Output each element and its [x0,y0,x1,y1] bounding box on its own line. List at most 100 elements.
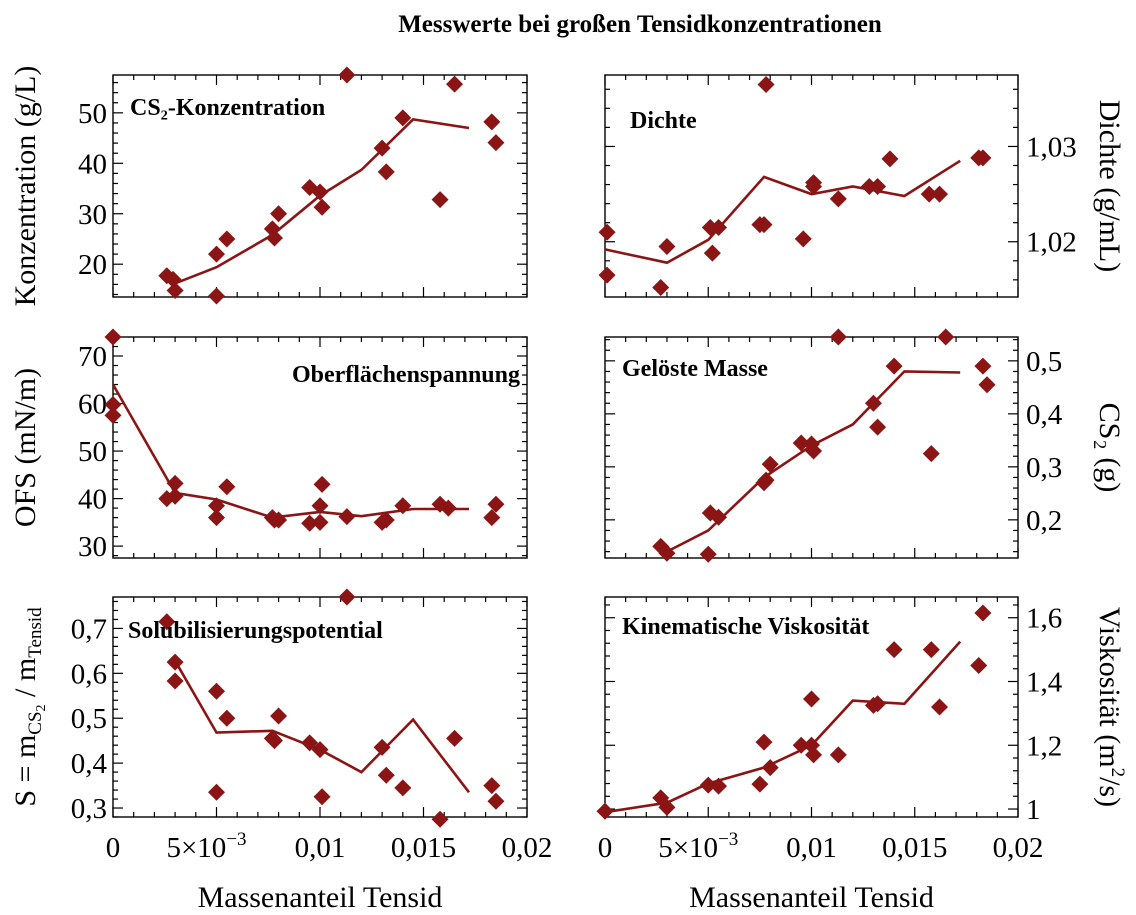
data-point [311,183,329,201]
x-tick-label: 0,01 [295,832,346,864]
data-point [803,690,820,708]
y-tick-label: 0,4 [1026,399,1063,431]
data-point [218,230,236,248]
y-tick-label: 1 [1026,794,1041,826]
data-point [301,514,319,532]
data-point [311,741,329,759]
data-point [805,442,823,460]
y-axis-label: OFS (mN/m) [9,368,42,527]
data-point [885,641,903,659]
x-tick-label: 0,02 [502,832,553,864]
chart-panel-bottom-right: 1 1,2 1,4 1,6 0 5×10−3 0,01 0,015 0,02 Massenante… [596,596,1128,914]
y-tick-label: 20 [78,249,107,281]
panel-title: Oberflächenspannung [292,362,520,388]
y-axis-label: Dichte (g/mL) [1093,100,1126,272]
data-point [757,76,775,94]
data-point [270,205,288,223]
data-point [699,776,717,794]
fit-line [604,159,961,265]
data-point [483,777,501,795]
chart-panel-bottom-left: 0,3 0,4 0,5 0,6 0,7 0 5×10−3 0,01 0,015 0,02 Masse… [9,588,553,914]
data-point [792,434,810,452]
data-point [829,328,847,346]
data-point [446,75,464,93]
y-tick-label: 40 [78,484,107,516]
data-point [208,783,225,801]
data-point [869,418,887,436]
data-point [761,759,779,777]
data-point [881,150,899,168]
data-point [658,798,676,816]
data-point [208,287,225,305]
data-point [710,508,728,526]
data-point [377,766,395,784]
data-point [166,474,184,492]
data-point [869,177,887,195]
data-point [208,509,225,527]
y-tick-label: 60 [78,389,107,421]
fit-line [173,660,471,794]
data-point [922,641,940,659]
data-point [166,672,184,690]
y-tick-label: 0,5 [1026,346,1062,378]
data-point [301,734,319,752]
data-point [164,270,182,288]
data-point [869,695,887,713]
data-point [710,777,728,795]
data-point [974,357,992,375]
y-tick-label: 0,3 [71,793,107,825]
data-point [937,328,955,346]
data-point [373,139,391,157]
y-tick-label: 70 [78,341,107,373]
data-point [265,732,283,750]
data-point [598,223,616,241]
data-point [751,775,769,793]
data-point [394,497,412,515]
data-point [218,709,236,727]
chart-panel-top-right: 1,02 1,03 Dichte (g/mL) Dichte [598,74,1126,298]
data-point [431,191,449,209]
x-tick-label: 0,02 [993,832,1044,864]
data-point [974,604,992,622]
x-tick-label: 0,015 [391,832,456,864]
data-point [978,376,996,394]
data-point [218,478,236,496]
data-point [970,657,988,675]
data-point [377,511,395,529]
data-point [104,406,122,424]
data-point [829,746,847,764]
fit-line [164,118,470,285]
panel-title: Kinematische Viskosität [622,614,869,640]
data-point [166,653,184,671]
y-tick-label: 0,6 [71,658,107,690]
data-point [270,707,288,725]
data-point [439,499,457,517]
data-point [598,266,616,284]
y-tick-label: 1,4 [1026,666,1063,698]
data-point [703,244,721,262]
data-point [166,281,184,299]
x-axis-label: Massenanteil Tensid [689,881,934,914]
data-point [596,802,614,820]
data-point [652,278,670,296]
y-axis-label: Konzentration (g/L) [9,66,42,307]
data-point [792,736,810,754]
panel-title: CS₂-Konzentration [130,95,325,121]
data-point [313,788,331,806]
y-axis-label: CS₂ (g) [1093,403,1126,493]
y-tick-label: 0,2 [1026,505,1062,537]
y-axis-label: S = mCS2 / mTensid [9,607,49,807]
data-point [313,198,331,216]
y-tick-label: 0,3 [1026,452,1062,484]
data-point [699,545,717,563]
data-point [794,230,812,248]
data-point [710,218,728,236]
data-point [446,729,464,747]
data-point [166,487,184,505]
data-point [931,185,949,203]
data-point [311,513,329,531]
data-point [885,357,903,375]
data-point [104,395,122,413]
y-tick-label: 50 [78,436,107,468]
figure-title: Messwerte bei großen Tensidkonzentration… [398,11,882,38]
